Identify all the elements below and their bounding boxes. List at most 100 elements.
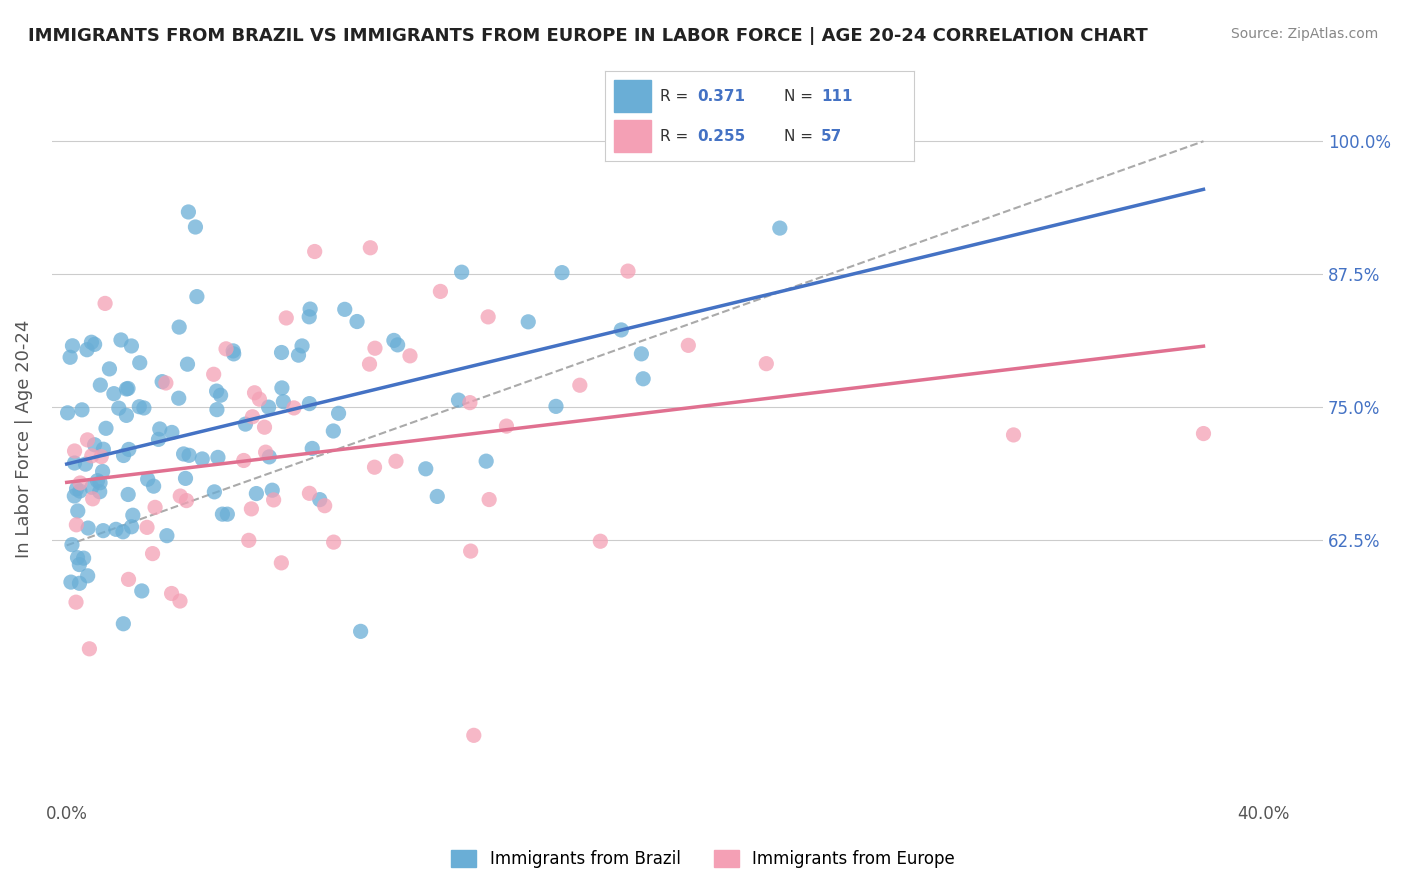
- Point: [205, 384, 228, 398]
- Point: [62, 339, 84, 353]
- Point: [240, 501, 263, 516]
- Point: [475, 454, 498, 468]
- Point: [298, 486, 321, 500]
- Point: [63, 456, 86, 470]
- Point: [291, 339, 314, 353]
- Point: [75, 457, 97, 471]
- Point: [155, 376, 177, 390]
- Point: [89, 475, 111, 490]
- Point: [322, 424, 344, 438]
- Point: [249, 392, 271, 407]
- Point: [112, 616, 135, 631]
- Point: [328, 406, 350, 420]
- Point: [83, 337, 105, 351]
- Point: [169, 594, 191, 608]
- Point: [136, 472, 159, 486]
- Point: [120, 520, 142, 534]
- Point: [169, 489, 191, 503]
- Point: [117, 487, 139, 501]
- Point: [270, 345, 292, 359]
- Point: [76, 569, 98, 583]
- Point: [363, 460, 385, 475]
- Point: [82, 491, 104, 506]
- Point: [176, 493, 198, 508]
- Point: [463, 728, 485, 742]
- Point: [243, 385, 266, 400]
- Point: [364, 341, 387, 355]
- Point: [304, 244, 326, 259]
- Point: [235, 417, 257, 431]
- Point: [283, 401, 305, 415]
- Point: [301, 442, 323, 456]
- Point: [314, 499, 336, 513]
- Text: 111: 111: [821, 89, 852, 103]
- Point: [259, 450, 281, 464]
- Point: [142, 479, 165, 493]
- Legend: Immigrants from Brazil, Immigrants from Europe: Immigrants from Brazil, Immigrants from …: [444, 843, 962, 875]
- Point: [359, 241, 381, 255]
- Point: [111, 524, 134, 539]
- Point: [477, 310, 499, 324]
- Text: R =: R =: [661, 129, 693, 144]
- Y-axis label: In Labor Force | Age 20-24: In Labor Force | Age 20-24: [15, 320, 32, 558]
- Point: [287, 348, 309, 362]
- Point: [415, 462, 437, 476]
- Point: [160, 425, 183, 440]
- Point: [60, 538, 83, 552]
- Point: [63, 444, 86, 458]
- Point: [69, 576, 91, 591]
- Point: [385, 454, 408, 468]
- Point: [177, 205, 200, 219]
- Point: [117, 573, 139, 587]
- Point: [262, 483, 284, 498]
- Point: [399, 349, 422, 363]
- Point: [382, 334, 405, 348]
- Point: [174, 471, 197, 485]
- Point: [93, 442, 115, 457]
- Point: [273, 394, 295, 409]
- Point: [149, 422, 172, 436]
- Point: [131, 583, 153, 598]
- Point: [610, 323, 633, 337]
- Point: [63, 489, 86, 503]
- Point: [128, 400, 150, 414]
- Point: [90, 450, 112, 464]
- Point: [308, 492, 330, 507]
- Text: 57: 57: [821, 129, 842, 144]
- Point: [142, 547, 165, 561]
- Point: [270, 556, 292, 570]
- Point: [678, 338, 700, 352]
- Point: [117, 381, 139, 395]
- Point: [148, 433, 170, 447]
- Point: [460, 544, 482, 558]
- Point: [238, 533, 260, 548]
- Text: 0.371: 0.371: [697, 89, 745, 103]
- Point: [103, 386, 125, 401]
- Point: [150, 375, 173, 389]
- Point: [176, 357, 198, 371]
- Point: [167, 320, 190, 334]
- Text: N =: N =: [785, 89, 818, 103]
- Point: [59, 575, 82, 590]
- Point: [132, 401, 155, 415]
- Point: [136, 520, 159, 534]
- Point: [450, 265, 472, 279]
- Point: [346, 314, 368, 328]
- Text: R =: R =: [661, 89, 693, 103]
- Point: [115, 382, 138, 396]
- Point: [91, 465, 114, 479]
- Point: [67, 558, 90, 572]
- Point: [551, 266, 574, 280]
- Point: [253, 420, 276, 434]
- Point: [299, 301, 322, 316]
- Point: [186, 290, 208, 304]
- Point: [110, 333, 132, 347]
- Point: [630, 347, 652, 361]
- Point: [69, 475, 91, 490]
- Point: [426, 490, 449, 504]
- Point: [86, 474, 108, 488]
- Point: [517, 315, 540, 329]
- Point: [232, 453, 254, 467]
- Point: [215, 342, 238, 356]
- Point: [115, 409, 138, 423]
